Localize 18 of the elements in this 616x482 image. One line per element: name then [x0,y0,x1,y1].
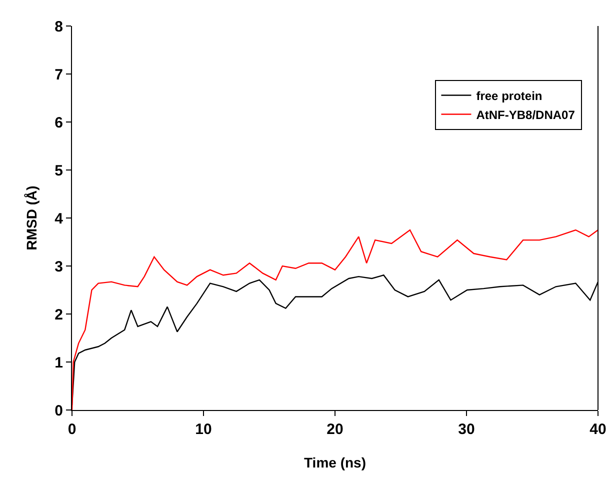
y-tick-label: 0 [54,402,63,420]
legend-label: AtNF-YB8/DNA07 [476,108,576,122]
x-tick-label: 10 [195,421,212,438]
y-tick-label: 6 [54,114,63,132]
x-axis-title: Time (ns) [304,454,366,470]
x-tick-label: 40 [590,421,606,438]
x-tick-label: 0 [68,421,76,438]
x-tick-label: 20 [326,421,344,438]
y-tick-label: 4 [54,210,64,228]
y-tick-label: 1 [54,354,63,372]
y-tick-label: 2 [54,306,63,324]
x-tick-label: 30 [458,421,475,438]
legend-label: free protein [476,88,542,103]
y-tick-label: 3 [54,258,63,276]
y-tick-label: 7 [54,66,63,84]
y-axis-title: RMSD (Å) [23,186,40,250]
y-tick-label: 5 [54,162,63,180]
y-tick-label: 8 [54,18,63,36]
